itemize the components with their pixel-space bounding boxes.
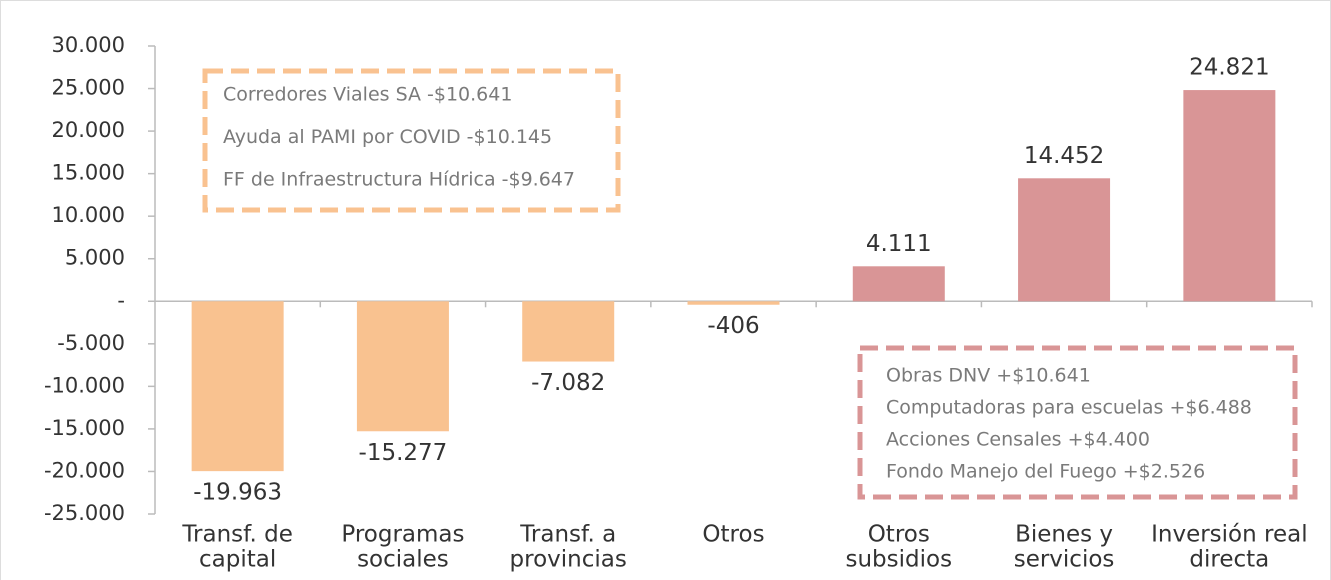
x-tick-label: sociales (357, 547, 449, 573)
y-tick-label: 10.000 (52, 203, 125, 227)
x-tick-label: provincias (510, 547, 627, 573)
bar (191, 301, 284, 472)
value-label: 4.111 (866, 231, 932, 257)
bar (852, 266, 945, 302)
x-tick-label: Otros (702, 522, 764, 548)
x-tick-label: Programas (341, 522, 464, 548)
x-tick-label: Otros (868, 522, 930, 548)
y-tick-label: -15.000 (44, 416, 125, 440)
bar (522, 301, 615, 362)
y-tick-label: 5.000 (65, 246, 125, 270)
x-tick-label: Bienes y (1015, 522, 1113, 548)
annotation-text: Computadoras para escuelas +$6.488 (886, 397, 1252, 419)
y-tick-label: - (117, 288, 125, 312)
x-tick-label: servicios (1014, 547, 1115, 573)
value-label: -19.963 (193, 480, 282, 506)
annotation-text: Acciones Censales +$4.400 (886, 429, 1150, 451)
x-tick-label: Transf. a (519, 522, 616, 548)
value-label: -15.277 (359, 440, 448, 466)
annotation-box (857, 345, 1298, 500)
value-label: 14.452 (1024, 143, 1104, 169)
y-tick-label: -5.000 (57, 331, 125, 355)
value-label: -406 (707, 313, 759, 339)
y-tick-label: 25.000 (52, 76, 125, 100)
value-label: 24.821 (1189, 55, 1269, 81)
y-tick-label: 20.000 (52, 118, 125, 142)
x-tick-label: directa (1189, 547, 1269, 573)
x-tick-label: subsidios (845, 547, 952, 573)
y-tick-label: -25.000 (44, 501, 125, 525)
x-tick-label: capital (199, 547, 276, 573)
bar (687, 301, 780, 305)
annotation-text: Obras DNV +$10.641 (886, 365, 1091, 387)
value-label: -7.082 (531, 370, 605, 396)
x-tick-label: Transf. de (181, 522, 293, 548)
y-tick-label: -10.000 (44, 373, 125, 397)
annotation-text: Corredores Viales SA -$10.641 (223, 84, 512, 106)
annotation-text: FF de Infraestructura Hídrica -$9.647 (223, 169, 575, 191)
annotation-text: Ayuda al PAMI por COVID -$10.145 (223, 126, 552, 148)
y-tick-label: 15.000 (52, 161, 125, 185)
annotation-box (202, 68, 621, 213)
bar (356, 301, 449, 432)
bar (1018, 178, 1111, 302)
bar (1183, 90, 1276, 302)
x-tick-label: Inversión real (1151, 522, 1308, 548)
annotation-text: Fondo Manejo del Fuego +$2.526 (886, 461, 1205, 483)
y-tick-label: 30.000 (52, 33, 125, 57)
y-tick-label: -20.000 (44, 458, 125, 482)
